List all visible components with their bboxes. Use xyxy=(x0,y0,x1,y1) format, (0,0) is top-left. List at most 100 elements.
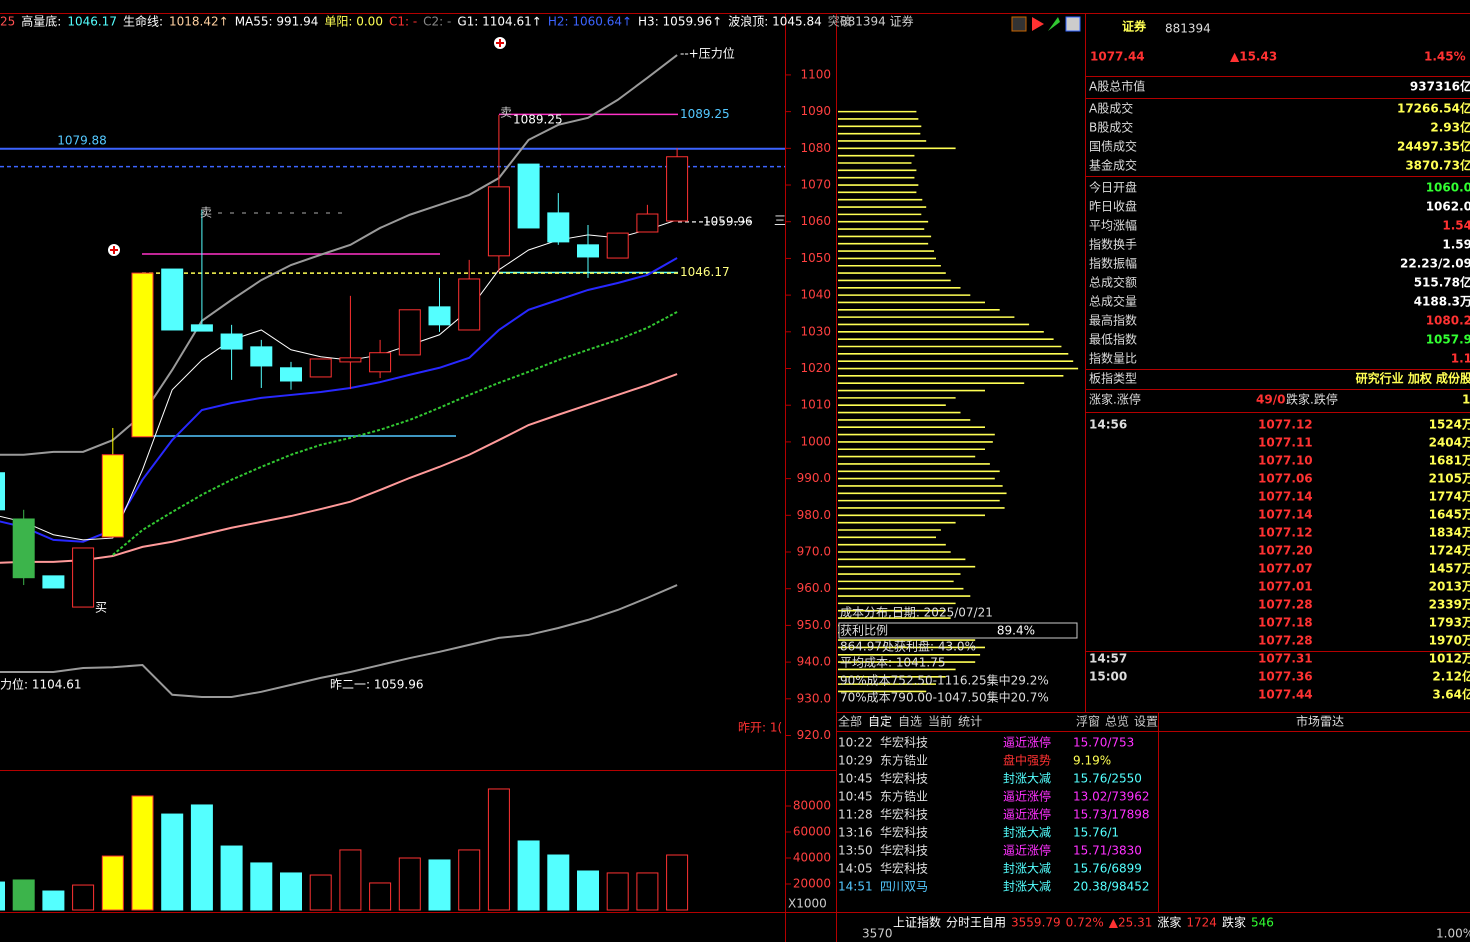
radar-tab[interactable]: 自定 xyxy=(868,714,892,729)
candle-body xyxy=(220,333,243,350)
radar-tool[interactable]: 设置 xyxy=(1134,715,1158,729)
footer-item: 跌家 xyxy=(1222,915,1246,930)
tick-volume: 1724万 xyxy=(1429,544,1470,558)
tick-volume: 1970万 xyxy=(1429,634,1470,648)
tick-price: 1077.11 xyxy=(1258,436,1313,450)
volume-bar xyxy=(42,890,65,911)
y-tick-label: 1090 xyxy=(800,104,831,118)
radar-value: 15.71/3830 xyxy=(1073,844,1142,858)
radar-value: 15.76/1 xyxy=(1073,826,1119,840)
tool-icon[interactable] xyxy=(1048,17,1060,31)
stat-value: 24497.35亿 xyxy=(1397,139,1470,154)
stat-label: 指数振幅 xyxy=(1089,256,1137,271)
y-tick-label: 920.0 xyxy=(797,728,831,742)
tick-volume: 2.12亿 xyxy=(1432,669,1470,684)
volume-bar xyxy=(666,854,689,911)
tick-price: 1077.12 xyxy=(1258,526,1313,540)
indicator-line xyxy=(112,311,678,556)
tick-volume: 1774万 xyxy=(1429,490,1470,504)
y-tick-label: 970.0 xyxy=(797,545,831,559)
candle-body xyxy=(161,268,184,331)
radar-event: 逼近涨停 xyxy=(1003,735,1051,750)
radar-tool[interactable]: 浮窗 xyxy=(1076,715,1100,729)
radar-tab[interactable]: 自选 xyxy=(898,715,922,729)
radar-event: 逼近涨停 xyxy=(1003,843,1051,858)
y-tick-label: 1060 xyxy=(800,214,831,228)
profit-fill xyxy=(840,624,898,637)
tick-price: 1077.18 xyxy=(1258,616,1313,630)
header-item: 1018.42↑ xyxy=(169,15,229,29)
plus-markers xyxy=(108,37,506,256)
footer-item: 546 xyxy=(1251,916,1274,930)
radar-title: 市场雷达 xyxy=(1296,714,1344,729)
radar-time: 13:16 xyxy=(838,826,873,840)
tick-time: 14:56 xyxy=(1089,418,1127,432)
radar-tab[interactable]: 统计 xyxy=(958,715,982,729)
level-label: 1089.25 xyxy=(680,107,730,121)
candle-body xyxy=(0,472,5,511)
chip-info: 864.97处获利盘: 43.0% xyxy=(840,639,976,654)
radar-value: 9.19% xyxy=(1073,754,1111,768)
quote-title: 证券 xyxy=(1122,19,1147,34)
volume-bar xyxy=(131,795,154,911)
stat-value: 4188.3万 xyxy=(1414,295,1470,309)
candle-body xyxy=(309,358,332,378)
radar-tab[interactable]: 当前 xyxy=(928,714,952,729)
stat-label: 基金成交 xyxy=(1089,158,1137,173)
volume-bar xyxy=(190,804,213,911)
tick-volume: 1681万 xyxy=(1429,454,1470,468)
candle-body xyxy=(547,212,570,243)
footer-right: 1.00% xyxy=(1436,927,1470,941)
profit-box xyxy=(838,622,1078,639)
header-item: 生命线: xyxy=(123,14,163,29)
volume-bar xyxy=(428,859,451,911)
y-tick-label: 80000 xyxy=(793,798,831,812)
radar-name: 东方锆业 xyxy=(880,753,928,768)
stat-value: 研究行业 加权 成份股 xyxy=(1356,371,1470,386)
annotation: 1089.25 xyxy=(513,113,563,127)
radar-tool[interactable]: 总览 xyxy=(1105,714,1129,729)
y-tick-label: 1020 xyxy=(800,361,831,375)
tick-volume: 2339万 xyxy=(1429,598,1470,612)
tick-volume: 3.64亿 xyxy=(1432,687,1470,702)
y-tick-label: 20000 xyxy=(793,876,831,890)
tick-price: 1077.06 xyxy=(1258,472,1313,486)
radar-name: 华宏科技 xyxy=(880,735,928,750)
tick-volume: 2013万 xyxy=(1429,580,1470,594)
tick-price: 1077.28 xyxy=(1258,598,1313,612)
tool-icon[interactable] xyxy=(1065,16,1081,32)
tick-volume: 1793万 xyxy=(1429,616,1470,630)
tick-price: 1077.01 xyxy=(1258,580,1313,594)
y-tick-label: 1040 xyxy=(800,288,831,302)
candle-body xyxy=(606,232,629,259)
stat-label: A股总市值 xyxy=(1089,79,1145,94)
annotation: --+压力位 xyxy=(680,46,735,61)
candle-body xyxy=(250,346,273,367)
quote-change: ▲15.43 xyxy=(1230,50,1277,64)
chip-info: 89.4% xyxy=(997,624,1035,638)
volume-bar xyxy=(398,857,421,911)
radar-event: 盘中强势 xyxy=(1003,753,1051,768)
header-item: 25 xyxy=(0,15,15,29)
candle-body xyxy=(666,156,689,222)
tool-icon[interactable] xyxy=(1032,17,1044,31)
quote-percent: 1.45% xyxy=(1424,50,1466,64)
stat-label: 最低指数 xyxy=(1089,332,1137,347)
footer-item: ▲25.31 xyxy=(1109,916,1153,930)
tick-price: 1077.28 xyxy=(1258,634,1313,648)
tick-price: 1077.14 xyxy=(1258,490,1313,504)
radar-time: 10:45 xyxy=(838,790,873,804)
stat-value: 1080.2 xyxy=(1426,314,1470,328)
tick-volume: 1012万 xyxy=(1429,652,1470,666)
header-item: 单阳: 0.00 xyxy=(324,15,383,29)
chip-info: 90%成本752.50-1116.25集中29.2% xyxy=(840,673,1049,688)
stat-label: 指数换手 xyxy=(1089,237,1137,252)
tool-icon[interactable] xyxy=(1011,16,1027,32)
y-tick-label: 1030 xyxy=(800,324,831,338)
tick-time: 15:00 xyxy=(1089,670,1127,684)
candle-body xyxy=(131,272,154,438)
radar-value: 20.38/98452 xyxy=(1073,880,1150,894)
radar-tab[interactable]: 全部 xyxy=(838,714,862,729)
y-tick-label: 1100 xyxy=(800,67,831,81)
